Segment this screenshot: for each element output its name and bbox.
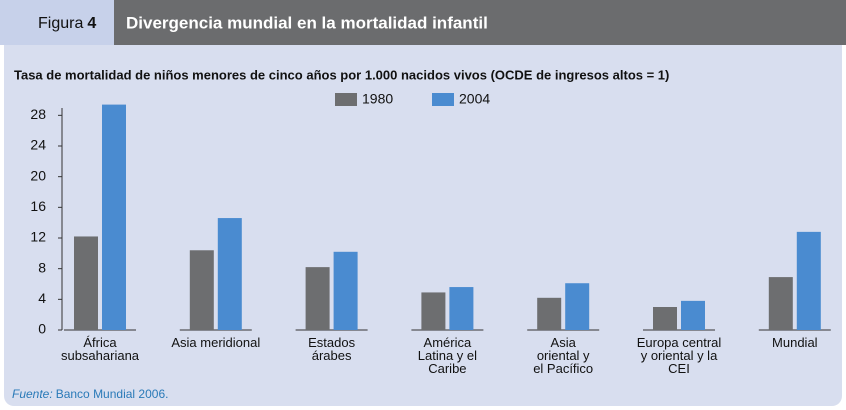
x-tick-label: Europa central y oriental y la CEI <box>636 335 722 376</box>
header-band <box>0 0 846 45</box>
y-tick-label: 8 <box>38 259 46 275</box>
legend-label: 1980 <box>362 91 393 107</box>
y-tick-label: 28 <box>30 106 46 122</box>
x-tick-label: América Latina y el Caribe <box>417 335 478 376</box>
bar <box>565 283 590 330</box>
source-label: Fuente: <box>12 387 53 401</box>
legend-label: 2004 <box>459 91 490 107</box>
y-tick-label: 24 <box>30 137 46 153</box>
figure-tab <box>0 0 114 45</box>
bar <box>449 287 474 330</box>
y-tick-label: 12 <box>30 229 46 245</box>
x-tick-label: Asia meridional <box>171 335 261 350</box>
legend-swatch <box>432 93 454 106</box>
bar <box>189 250 214 330</box>
x-tick-label: Estados árabes <box>308 335 356 363</box>
bar <box>653 307 677 330</box>
chart-subtitle: Tasa de mortalidad de niños menores de c… <box>14 67 669 82</box>
figure-number-text: Figura 4 <box>38 15 96 32</box>
bar <box>333 251 358 330</box>
x-tick-label: Mundial <box>772 335 818 350</box>
y-tick-label: 16 <box>30 198 46 214</box>
bar <box>537 297 562 330</box>
bar <box>74 236 98 330</box>
x-tick-label: África subsahariana <box>60 335 140 363</box>
y-tick-label: 4 <box>38 290 46 306</box>
bar <box>305 267 330 330</box>
legend-swatch <box>335 93 357 106</box>
bar <box>796 231 821 330</box>
y-tick-label: 0 <box>38 321 46 337</box>
bar <box>421 292 446 330</box>
bar <box>768 277 793 330</box>
y-tick-label: 20 <box>30 167 46 183</box>
x-tick-label: Asia oriental y el Pacífico <box>533 335 594 376</box>
bar <box>217 218 242 330</box>
chart-title: Divergencia mundial en la mortalidad inf… <box>126 13 488 32</box>
source-note: Fuente: Banco Mundial 2006. <box>12 387 168 401</box>
figure-label: Figura <box>38 15 83 32</box>
bar <box>102 104 126 330</box>
source: Banco Mundial 2006. <box>56 387 169 401</box>
figure-number: 4 <box>87 15 96 32</box>
bar <box>681 300 705 330</box>
